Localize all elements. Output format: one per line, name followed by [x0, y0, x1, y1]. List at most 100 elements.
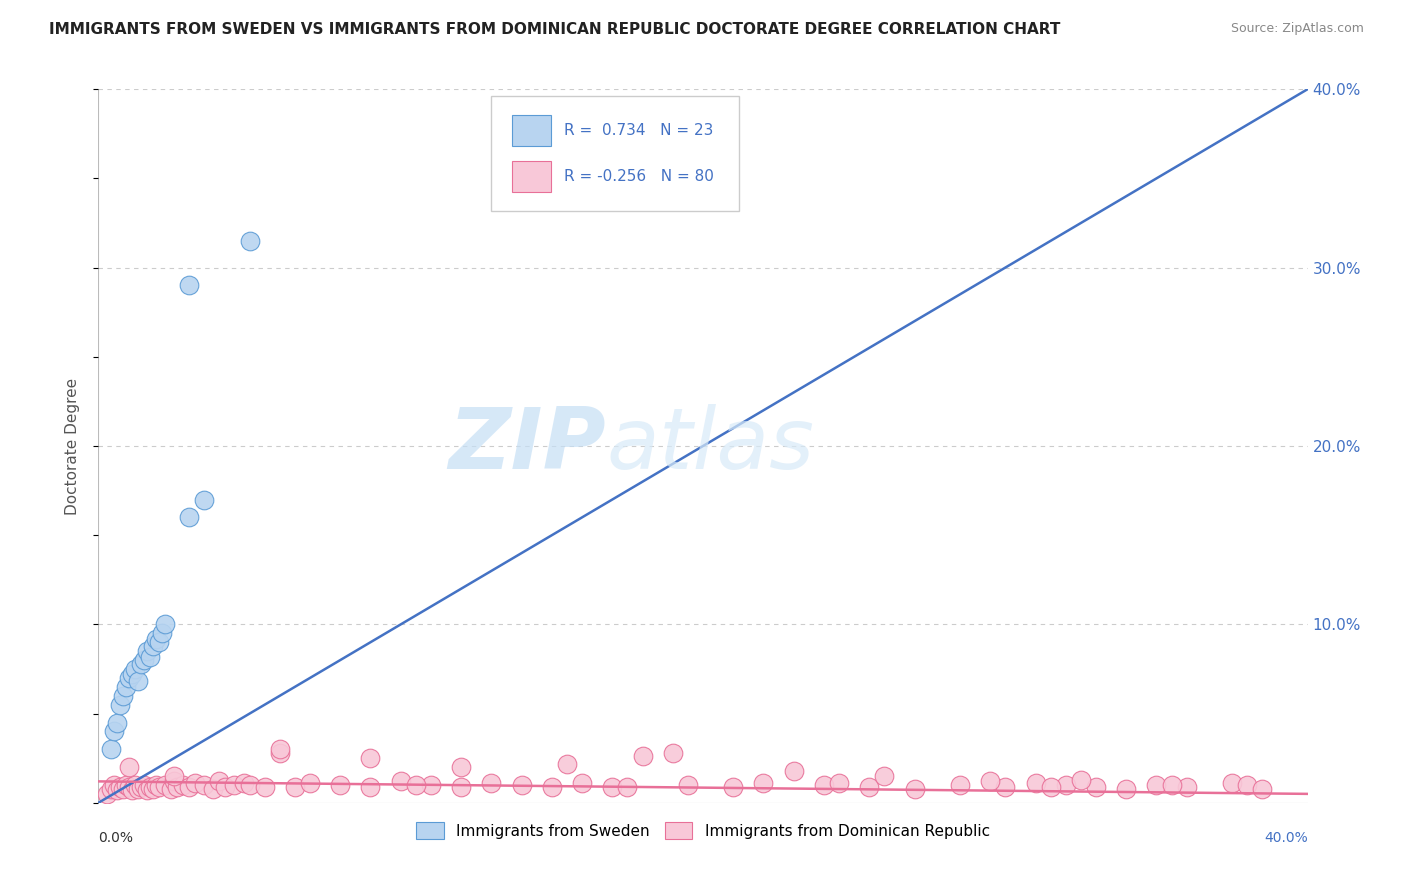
- Point: [132, 653, 155, 667]
- Point: [1236, 778, 1258, 792]
- Point: [239, 778, 262, 792]
- Point: [132, 778, 155, 792]
- Point: [214, 780, 236, 794]
- Point: [153, 617, 176, 632]
- Point: [949, 778, 972, 792]
- Point: [121, 667, 143, 681]
- Point: [1024, 776, 1046, 790]
- FancyBboxPatch shape: [492, 96, 740, 211]
- Y-axis label: Doctorate Degree: Doctorate Degree: [65, 377, 80, 515]
- Point: [135, 644, 157, 658]
- Text: 40.0%: 40.0%: [1264, 831, 1308, 845]
- Point: [360, 780, 382, 794]
- Point: [121, 783, 143, 797]
- Point: [105, 715, 128, 730]
- Point: [103, 778, 125, 792]
- Point: [571, 776, 593, 790]
- Point: [1085, 780, 1108, 794]
- Text: R =  0.734   N = 23: R = 0.734 N = 23: [564, 123, 713, 138]
- Point: [253, 780, 276, 794]
- Point: [1160, 778, 1182, 792]
- Point: [232, 776, 254, 790]
- FancyBboxPatch shape: [512, 115, 551, 146]
- Point: [510, 778, 533, 792]
- Point: [96, 787, 118, 801]
- Point: [1175, 780, 1198, 794]
- Point: [540, 780, 562, 794]
- Point: [481, 776, 503, 790]
- Point: [114, 680, 136, 694]
- Point: [100, 742, 122, 756]
- Point: [616, 780, 638, 794]
- Point: [148, 635, 170, 649]
- Point: [163, 774, 186, 789]
- Text: 0.0%: 0.0%: [98, 831, 134, 845]
- Point: [631, 749, 654, 764]
- Point: [828, 776, 851, 790]
- Point: [299, 776, 322, 790]
- Point: [127, 674, 149, 689]
- Point: [111, 781, 134, 796]
- Point: [202, 781, 225, 796]
- Point: [1251, 781, 1274, 796]
- Point: [114, 778, 136, 792]
- Point: [139, 780, 162, 794]
- Point: [450, 760, 472, 774]
- Point: [153, 778, 176, 792]
- Point: [118, 780, 141, 794]
- Text: IMMIGRANTS FROM SWEDEN VS IMMIGRANTS FROM DOMINICAN REPUBLIC DOCTORATE DEGREE CO: IMMIGRANTS FROM SWEDEN VS IMMIGRANTS FRO…: [49, 22, 1060, 37]
- Text: Source: ZipAtlas.com: Source: ZipAtlas.com: [1230, 22, 1364, 36]
- Point: [100, 781, 122, 796]
- Point: [111, 689, 134, 703]
- Point: [858, 780, 880, 794]
- Point: [139, 649, 162, 664]
- Point: [676, 778, 699, 792]
- Point: [224, 778, 246, 792]
- Point: [179, 510, 201, 524]
- Point: [1039, 780, 1062, 794]
- Point: [1220, 776, 1243, 790]
- Text: ZIP: ZIP: [449, 404, 606, 488]
- Point: [145, 632, 167, 646]
- Point: [813, 778, 835, 792]
- FancyBboxPatch shape: [512, 161, 551, 192]
- Point: [127, 781, 149, 796]
- Point: [239, 234, 262, 248]
- Point: [420, 778, 443, 792]
- Point: [405, 778, 427, 792]
- Point: [129, 780, 152, 794]
- Point: [783, 764, 806, 778]
- Point: [129, 657, 152, 671]
- Point: [994, 780, 1017, 794]
- Point: [208, 774, 231, 789]
- Point: [269, 742, 291, 756]
- Point: [555, 756, 578, 771]
- Point: [118, 671, 141, 685]
- Point: [179, 780, 201, 794]
- Point: [1115, 781, 1137, 796]
- Point: [1054, 778, 1077, 792]
- Point: [103, 724, 125, 739]
- Point: [118, 760, 141, 774]
- Point: [184, 776, 207, 790]
- Point: [150, 626, 173, 640]
- Point: [124, 662, 146, 676]
- Point: [172, 778, 194, 792]
- Point: [904, 781, 927, 796]
- Point: [873, 769, 896, 783]
- Legend: Immigrants from Sweden, Immigrants from Dominican Republic: Immigrants from Sweden, Immigrants from …: [411, 816, 995, 845]
- Point: [661, 746, 683, 760]
- Text: R = -0.256   N = 80: R = -0.256 N = 80: [564, 169, 714, 184]
- Point: [602, 780, 624, 794]
- Point: [1070, 772, 1092, 787]
- Point: [108, 780, 131, 794]
- Point: [193, 492, 215, 507]
- Point: [148, 780, 170, 794]
- Point: [360, 751, 382, 765]
- Point: [193, 778, 215, 792]
- Text: atlas: atlas: [606, 404, 814, 488]
- Point: [179, 278, 201, 293]
- Point: [1144, 778, 1167, 792]
- Point: [142, 639, 165, 653]
- Point: [145, 778, 167, 792]
